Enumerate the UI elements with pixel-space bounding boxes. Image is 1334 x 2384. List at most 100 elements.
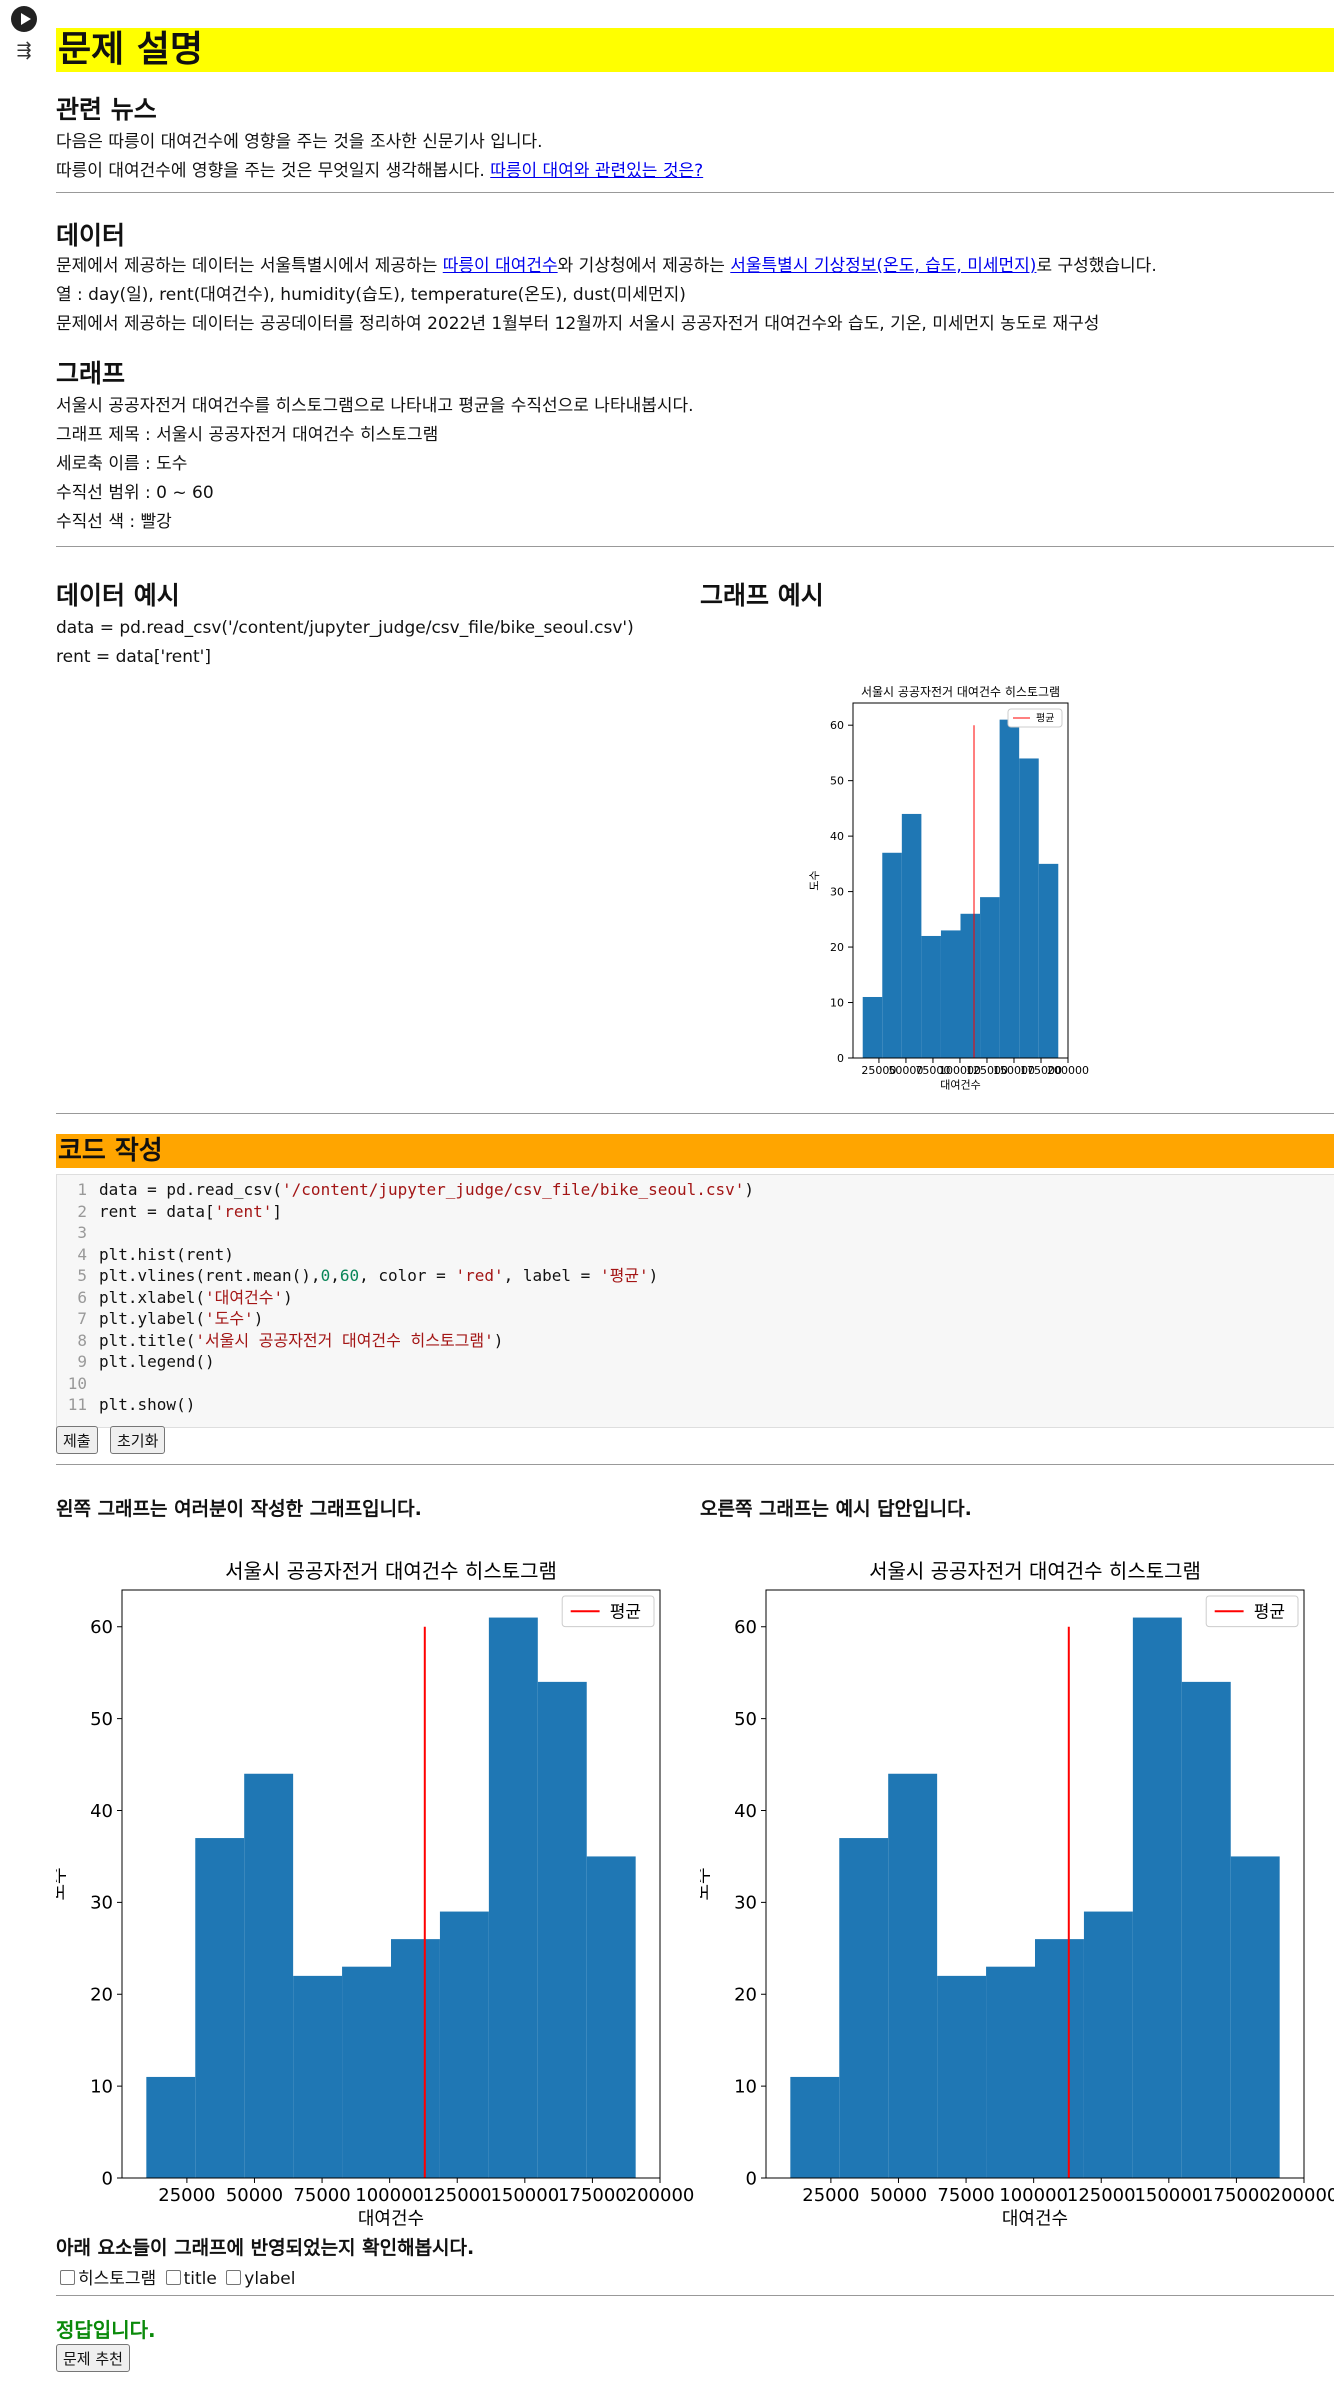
line-number: 9	[77, 1352, 87, 1371]
divider	[56, 546, 1334, 547]
histogram-bar	[980, 897, 1000, 1058]
x-tick-label: 125000	[1067, 2185, 1136, 2206]
weather-data-link[interactable]: 서울특별시 기상정보(온도, 습도, 미세먼지)	[730, 256, 1037, 276]
answer-chart: 25000 50000 75000 1000001250001500001750002…	[700, 1559, 1334, 2229]
x-tick-label: 175000	[1020, 1064, 1062, 1077]
graph-line-1: 서울시 공공자전거 대여건수를 히스토그램으로 나타내고 평균을 수직선으로 나…	[56, 396, 694, 416]
left-graph-caption: 왼쪽 그래프는 여러분이 작성한 그래프입니다.	[56, 1498, 422, 1520]
reset-button[interactable]: 초기화	[110, 1426, 166, 1454]
y-tick-label: 60	[830, 719, 844, 732]
y-tick-label: 30	[734, 1893, 757, 1914]
y-tick-label: 20	[830, 941, 844, 954]
x-tick-label: 200000	[1047, 1064, 1089, 1077]
data-text-c: 로 구성했습니다.	[1036, 256, 1157, 276]
x-tick-label: 175000	[1202, 2185, 1271, 2206]
checkbox-ylabel[interactable]	[226, 2270, 242, 2285]
line-number: 11	[67, 1395, 87, 1414]
data-columns: 열 : day(일), rent(대여건수), humidity(습도), te…	[56, 285, 686, 305]
check-label-ylabel: ylabel	[244, 2269, 296, 2289]
plot-frame	[765, 1589, 1305, 2179]
example-code-2: rent = data['rent']	[56, 647, 211, 667]
y-tick-label: 0	[837, 1052, 844, 1065]
data-description: 문제에서 제공하는 데이터는 공공데이터를 정리하여 2022년 1월부터 12…	[56, 314, 1100, 334]
legend-box	[1205, 1595, 1299, 1628]
line-number: 4	[77, 1244, 87, 1264]
legend-label: 평균	[1036, 713, 1054, 725]
x-tick-label: 150000	[1134, 2185, 1203, 2206]
histogram-bar	[586, 1856, 636, 2178]
y-tick-label: 0	[102, 2168, 113, 2189]
checkbox-histogram[interactable]	[60, 2270, 75, 2285]
news-text: 따릉이 대여건수에 영향을 주는 것은 무엇일지 생각해봅시다.	[56, 161, 485, 181]
line-number: 1	[77, 1180, 87, 1199]
histogram-bar	[888, 1773, 938, 2178]
histogram-bar	[790, 2076, 840, 2178]
data-text-b: 와 기상청에서 제공하는	[557, 256, 725, 276]
x-tick-label: 150000	[993, 1064, 1035, 1077]
histogram-bar	[391, 1939, 440, 2178]
divider	[56, 192, 1334, 193]
news-line-2: 따릉이 대여건수에 영향을 주는 것은 무엇일지 생각해봅시다. 따릉이 대여와…	[56, 157, 703, 186]
histogram-bar	[901, 813, 922, 1058]
check-prompt: 아래 요소들이 그래프에 반영되었는지 확인해봅시다.	[56, 2237, 475, 2259]
example-code-1: data = pd.read_csv('/content/jupyter_jud…	[56, 618, 634, 638]
histogram-bar	[940, 930, 961, 1058]
y-axis-label: 도수	[808, 870, 821, 890]
graph-line-2: 그래프 제목 : 서울시 공공자전거 대여건수 히스토그램	[56, 425, 439, 445]
x-axis-label: 대여건수	[1002, 2208, 1068, 2229]
histogram-bar	[1035, 1939, 1084, 2178]
line-number: 3	[77, 1223, 87, 1242]
code-section-heading: 코드 작성	[56, 1134, 1334, 1168]
histogram-bar	[244, 1773, 294, 2178]
histogram-bar	[839, 1838, 889, 2178]
histogram-bar	[1230, 1856, 1280, 2178]
line-number: 10	[67, 1373, 87, 1393]
news-line-1: 다음은 따릉이 대여건수에 영향을 주는 것을 조사한 신문기사 입니다.	[56, 132, 543, 152]
x-tick-label: 200000	[626, 2185, 695, 2206]
legend-box	[561, 1595, 655, 1628]
legend-label: 평균	[1254, 1602, 1285, 1622]
x-tick-label: 125000	[423, 2185, 492, 2206]
divider	[56, 2295, 1334, 2296]
y-tick-label: 60	[90, 1617, 113, 1638]
plot-frame	[121, 1589, 661, 2179]
output-toggle-icon[interactable]: ⇶	[16, 40, 32, 61]
x-tick-label: 100000	[999, 2185, 1068, 2206]
y-tick-label: 30	[90, 1893, 113, 1914]
y-tick-label: 20	[90, 1985, 113, 2006]
histogram-bar	[1038, 863, 1059, 1058]
x-tick-label: 200000	[1270, 2185, 1334, 2206]
y-tick-label: 40	[830, 830, 844, 843]
x-tick-label: 75000	[937, 2185, 994, 2206]
x-tick-label: 25000	[861, 1064, 896, 1077]
line-number: 8	[77, 1330, 87, 1350]
rental-data-link[interactable]: 따릉이 대여건수	[442, 256, 558, 276]
data-text-a: 문제에서 제공하는 데이터는 서울특별시에서 제공하는	[56, 256, 438, 276]
code-editor[interactable]: 1 2 3 4 5 6 7 8 9 10 11 data = pd.read_csv('/conte…	[56, 1174, 1334, 1428]
check-label-histogram: 히스토그램	[78, 2269, 157, 2289]
graph-line-4: 수직선 범위 : 0 ~ 60	[56, 483, 214, 503]
chart-title: 서울시 공공자전거 대여건수 히스토그램	[869, 1559, 1201, 1583]
checkbox-title[interactable]	[165, 2270, 181, 2285]
histogram-bar	[342, 1966, 391, 2178]
recommend-button[interactable]: 문제 추천	[56, 2344, 130, 2372]
y-tick-label: 30	[830, 885, 844, 898]
line-number: 6	[77, 1287, 87, 1307]
line-numbers: 1 2 3 4 5 6 7 8 9 10 11	[57, 1179, 87, 1416]
y-tick-label: 0	[746, 2168, 757, 2189]
submit-button[interactable]: 제출	[56, 1426, 98, 1454]
plot-frame	[852, 702, 1069, 1059]
code-source[interactable]: data = pd.read_csv('/content/jupyter_jud…	[99, 1180, 755, 1414]
page-title: 문제 설명	[56, 28, 1334, 72]
divider	[56, 1113, 1334, 1114]
histogram-bar	[882, 852, 902, 1058]
check-label-title: title	[183, 2269, 217, 2289]
legend-label: 평균	[610, 1602, 641, 1622]
run-cell-icon[interactable]	[11, 6, 37, 32]
y-tick-label: 50	[90, 1709, 113, 1730]
example-chart: 2500050000750001000001250001500001750002…	[808, 685, 1089, 1092]
news-link[interactable]: 따릉이 대여와 관련있는 것은?	[490, 161, 704, 181]
histogram-bar	[1083, 1911, 1133, 2178]
histogram-bar	[293, 1975, 343, 2178]
data-line-1: 문제에서 제공하는 데이터는 서울특별시에서 제공하는 따릉이 대여건수와 기상…	[56, 252, 1157, 281]
